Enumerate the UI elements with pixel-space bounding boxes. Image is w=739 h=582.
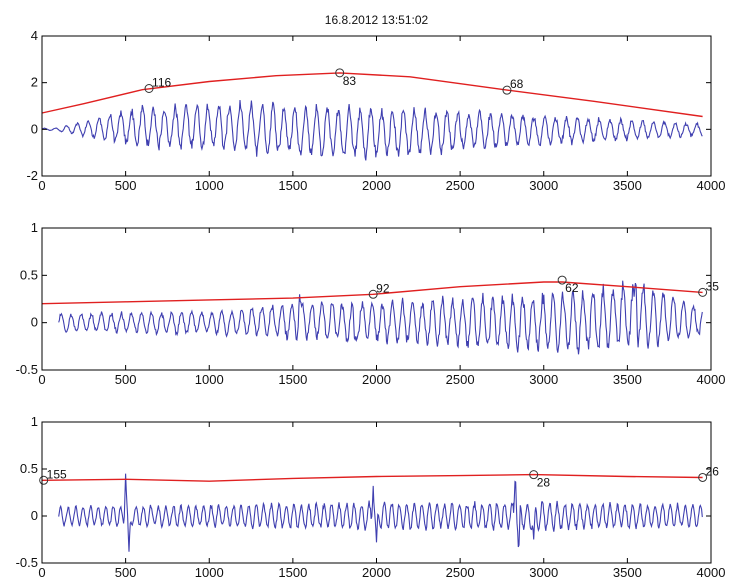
peak-label: 92 (376, 281, 390, 295)
chart-title: 16.8.2012 13:51:02 (325, 13, 429, 27)
x-tick-label: 0 (38, 565, 45, 580)
x-tick-label: 3500 (613, 565, 642, 580)
x-tick-label: 2000 (362, 178, 391, 193)
envelope-line (41, 281, 703, 305)
signal-line (58, 473, 703, 552)
x-tick-label: 500 (115, 178, 137, 193)
envelope-line (41, 473, 703, 482)
peak-marker (39, 475, 49, 485)
y-tick-label: 0.5 (20, 461, 38, 476)
y-tick-label: 0 (31, 121, 38, 136)
y-tick-label: -0.5 (16, 555, 38, 570)
peak-label: 83 (343, 74, 357, 88)
x-tick-label: 3000 (529, 372, 558, 387)
x-tick-label: 3500 (613, 178, 642, 193)
peak-label: 26 (706, 464, 720, 478)
peak-label: 155 (47, 467, 67, 481)
peak-marker (335, 68, 345, 78)
x-tick-label: 4000 (697, 565, 726, 580)
x-tick-label: 1500 (278, 565, 307, 580)
peak-label: 62 (565, 281, 579, 295)
x-tick-label: 1000 (195, 372, 224, 387)
y-tick-label: 4 (31, 28, 38, 43)
chart-panel-1: 116 83 68 0 500 1000 1500 2000 2500 3000 3500 4000 -… (26, 13, 725, 193)
x-tick-label: 1500 (278, 178, 307, 193)
x-tick-label: 2000 (362, 565, 391, 580)
y-tick-label: 0 (31, 315, 38, 330)
x-tick-label: 500 (115, 372, 137, 387)
x-tick-label: 1000 (195, 565, 224, 580)
x-tick-label: 1000 (195, 178, 224, 193)
signal-line (58, 280, 703, 355)
plot-area (42, 228, 711, 370)
x-tick-label: 2500 (446, 372, 475, 387)
y-tick-label: 1 (31, 220, 38, 235)
peak-marker (502, 85, 512, 95)
x-tick-label: 3000 (529, 565, 558, 580)
y-tick-label: 0.5 (20, 267, 38, 282)
x-tick-label: 0 (38, 178, 45, 193)
y-tick-label: -2 (26, 168, 38, 183)
chart-panel-3: 155 28 26 0 500 1000 1500 2000 2500 3000 3500 4000 -… (16, 414, 726, 580)
y-tick-label: -0.5 (16, 362, 38, 377)
peak-marker (529, 470, 539, 480)
y-tick-label: 0 (31, 508, 38, 523)
peak-label: 116 (152, 76, 171, 90)
peak-marker (144, 84, 154, 93)
peak-marker (557, 275, 567, 285)
peak-label: 35 (706, 279, 720, 293)
envelope-line (41, 72, 703, 118)
peak-marker (698, 287, 708, 297)
peak-marker (698, 472, 708, 482)
x-tick-label: 3500 (613, 372, 642, 387)
x-tick-label: 3000 (529, 178, 558, 193)
y-tick-label: 1 (31, 414, 38, 429)
peak-label: 68 (510, 77, 524, 91)
x-tick-label: 2500 (446, 565, 475, 580)
peak-marker (368, 289, 378, 299)
x-tick-label: 0 (38, 372, 45, 387)
peak-label: 28 (537, 476, 551, 490)
x-tick-label: 500 (115, 565, 137, 580)
signal-line (41, 99, 703, 161)
x-tick-label: 4000 (697, 178, 726, 193)
x-tick-label: 2000 (362, 372, 391, 387)
x-tick-label: 4000 (697, 372, 726, 387)
x-tick-label: 2500 (446, 178, 475, 193)
chart-panel-2: 92 62 35 0 500 1000 1500 2000 2500 3000 3500 4000 -0… (16, 220, 726, 387)
y-tick-label: 2 (31, 75, 38, 90)
x-tick-label: 1500 (278, 372, 307, 387)
